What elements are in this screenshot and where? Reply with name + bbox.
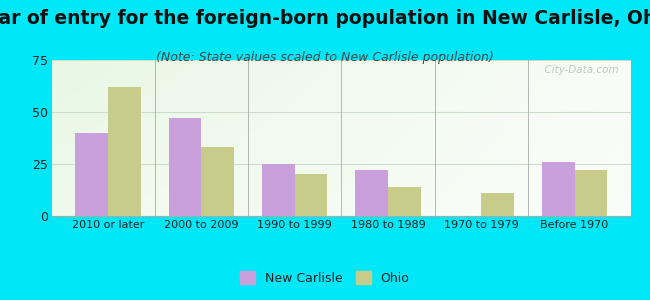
Bar bbox=[542, 162, 575, 216]
Text: Year of entry for the foreign-born population in New Carlisle, Ohio: Year of entry for the foreign-born popul… bbox=[0, 9, 650, 28]
Bar bbox=[356, 170, 388, 216]
Bar bbox=[388, 187, 421, 216]
Bar bbox=[108, 87, 140, 216]
Bar bbox=[294, 174, 327, 216]
Bar bbox=[168, 118, 202, 216]
Bar bbox=[575, 170, 607, 216]
Bar bbox=[481, 193, 514, 216]
Text: (Note: State values scaled to New Carlisle population): (Note: State values scaled to New Carlis… bbox=[156, 51, 494, 64]
Bar bbox=[75, 133, 108, 216]
Legend: New Carlisle, Ohio: New Carlisle, Ohio bbox=[234, 265, 416, 291]
Text: City-Data.com: City-Data.com bbox=[538, 65, 619, 75]
Bar bbox=[262, 164, 294, 216]
Bar bbox=[202, 147, 234, 216]
